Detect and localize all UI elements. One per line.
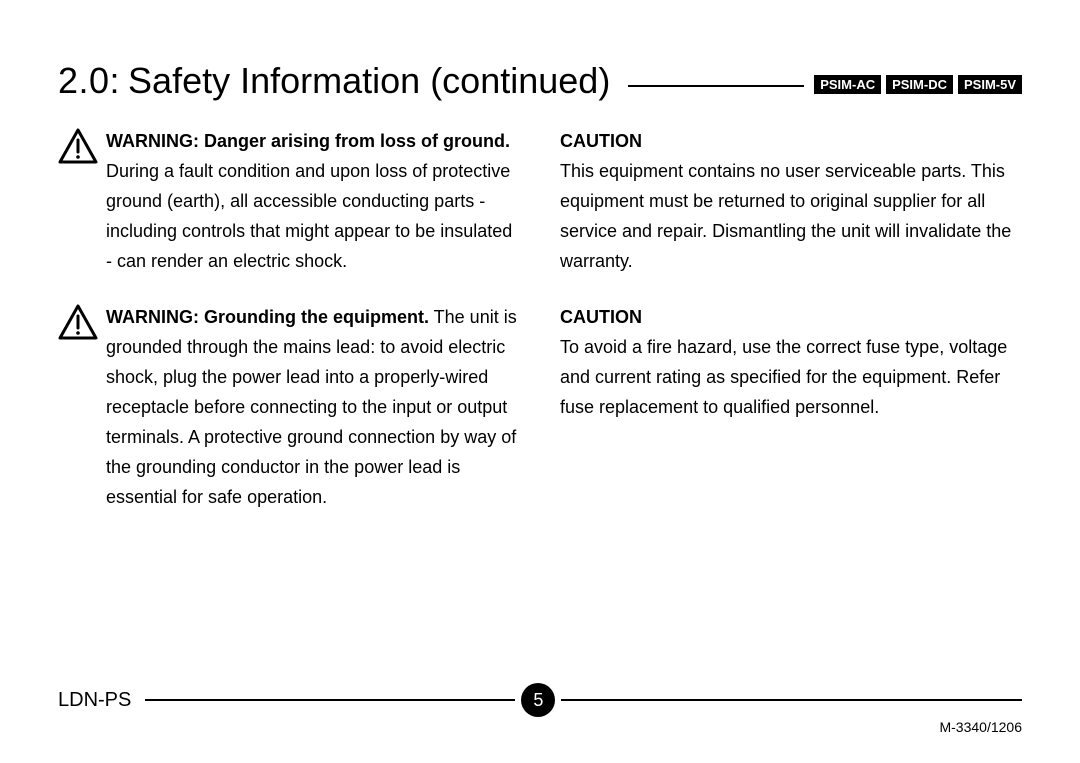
- warning-icon-1: [58, 126, 106, 276]
- footer-rule-left: [145, 699, 515, 701]
- manual-page: 2.0: Safety Information (continued) PSIM…: [0, 0, 1080, 763]
- section-number: 2.0:: [58, 60, 120, 102]
- warning-2-body: The unit is grounded through the mains l…: [106, 307, 517, 507]
- warning-1-lead: WARNING: Danger arising from loss of gro…: [106, 131, 510, 151]
- badge-psim-dc: PSIM-DC: [886, 75, 953, 94]
- warning-triangle-icon: [58, 304, 98, 340]
- warning-block-2: WARNING: Grounding the equipment. The un…: [58, 302, 520, 512]
- caution-1-body: This equipment contains no user servicea…: [560, 156, 1022, 276]
- content-columns: WARNING: Danger arising from loss of gro…: [58, 126, 1022, 538]
- page-footer: LDN-PS 5: [58, 683, 1022, 717]
- warning-block-1: WARNING: Danger arising from loss of gro…: [58, 126, 520, 276]
- badge-psim-ac: PSIM-AC: [814, 75, 881, 94]
- warning-triangle-icon: [58, 128, 98, 164]
- left-column: WARNING: Danger arising from loss of gro…: [58, 126, 520, 538]
- footer-model-label: LDN-PS: [58, 689, 131, 712]
- page-number-badge: 5: [521, 683, 555, 717]
- header-rule: [628, 85, 804, 87]
- caution-block-1: CAUTION This equipment contains no user …: [560, 126, 1022, 276]
- warning-text-1: WARNING: Danger arising from loss of gro…: [106, 126, 520, 276]
- warning-2-lead: WARNING: Grounding the equipment.: [106, 307, 429, 327]
- warning-icon-2: [58, 302, 106, 512]
- caution-2-body: To avoid a fire hazard, use the correct …: [560, 332, 1022, 422]
- caution-2-title: CAUTION: [560, 302, 1022, 332]
- warning-text-2: WARNING: Grounding the equipment. The un…: [106, 302, 520, 512]
- badge-psim-5v: PSIM-5V: [958, 75, 1022, 94]
- caution-1-title: CAUTION: [560, 126, 1022, 156]
- page-header: 2.0: Safety Information (continued) PSIM…: [58, 60, 1022, 102]
- right-column: CAUTION This equipment contains no user …: [560, 126, 1022, 538]
- footer-rule-right: [561, 699, 1022, 701]
- warning-1-body: During a fault condition and upon loss o…: [106, 161, 512, 271]
- document-id: M-3340/1206: [939, 719, 1022, 735]
- section-title: Safety Information (continued): [128, 60, 610, 102]
- caution-block-2: CAUTION To avoid a fire hazard, use the …: [560, 302, 1022, 422]
- model-badges: PSIM-AC PSIM-DC PSIM-5V: [814, 75, 1022, 94]
